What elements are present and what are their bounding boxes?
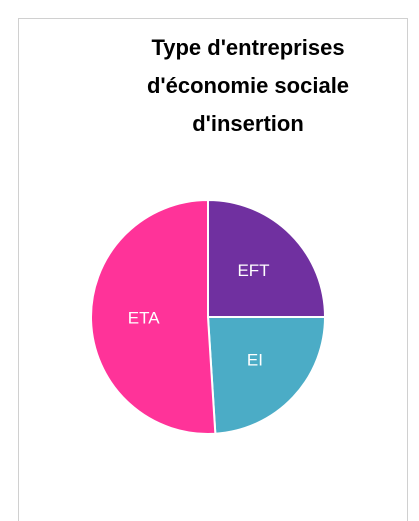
pie-slice bbox=[90, 198, 217, 435]
slice-label: EFT bbox=[237, 261, 269, 280]
pie-slice bbox=[207, 198, 327, 318]
pie-slice bbox=[206, 316, 327, 435]
slice-label: ETA bbox=[128, 309, 160, 328]
slice-label: EI bbox=[247, 351, 263, 370]
chart-title: Type d'entreprises d'économie sociale d'… bbox=[146, 35, 350, 136]
